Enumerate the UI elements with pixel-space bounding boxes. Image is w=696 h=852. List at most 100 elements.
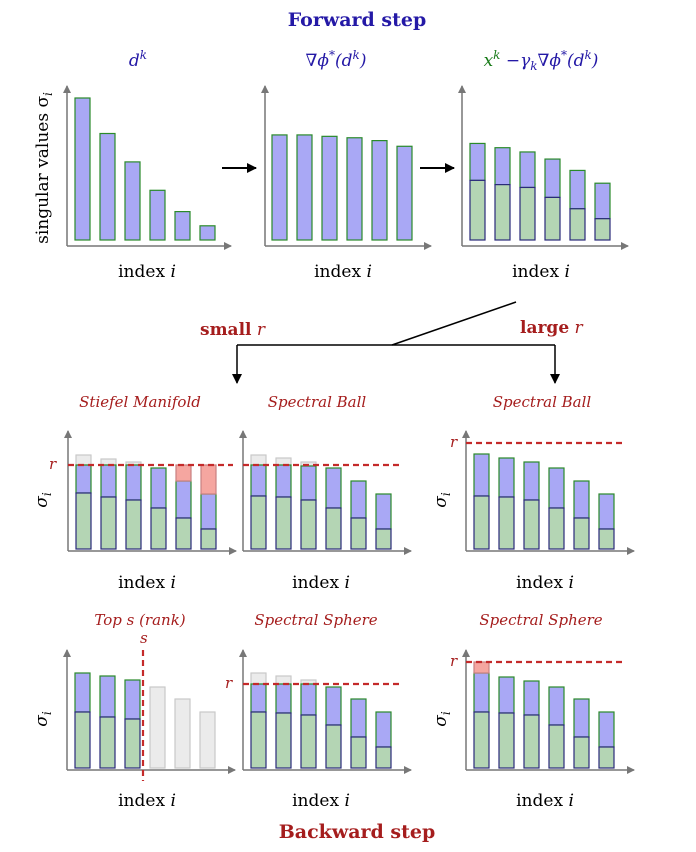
bar-dk-3 [124, 161, 141, 241]
bar-step-green-5 [569, 208, 586, 241]
chart-sphere-small-bar-green-1 [250, 711, 267, 769]
chart-ball-large-bar-blue-5 [573, 480, 590, 519]
branch-large-r: large r [520, 318, 584, 338]
bar-grad-6 [396, 145, 413, 241]
branch-small-r: small r [200, 320, 266, 340]
chart-stiefel-bar-blue-3 [125, 464, 142, 501]
chart-sphere-small-bar-green-4 [325, 724, 342, 769]
bar-grad-1 [271, 134, 288, 241]
chart-sphere-large-bar-blue-5 [573, 698, 590, 738]
bar-step-blue-2 [494, 147, 511, 186]
bar-step-green-6 [594, 218, 611, 241]
bar-step-green-2 [494, 184, 511, 241]
chart-stiefel-bar-green-1 [75, 492, 92, 550]
chart-ball-large-bar-green-6 [598, 528, 615, 550]
chart-sphere-large-ylabel: σi [431, 711, 453, 727]
chart-top-s-ylabel: σi [32, 711, 54, 727]
bar-step-blue-5 [569, 169, 586, 210]
chart-ball-small-bar-blue-6 [375, 493, 392, 530]
bar-step-blue-4 [544, 158, 561, 198]
chart-sphere-small-bar-green-2 [275, 712, 292, 769]
chart-sphere-small-bar-blue-5 [350, 698, 367, 738]
stiefel-r-label: r [49, 455, 57, 473]
chart-top-s-axes [63, 649, 236, 774]
chart-sphere-small-bar-green-6 [375, 746, 392, 769]
label-xk-step: xk −γk∇ϕ*(dk) [484, 48, 599, 73]
chart-ball-small-bar-blue-5 [350, 480, 367, 519]
chart-ball-large-bar-blue-6 [598, 493, 615, 530]
bar-step-green-3 [519, 186, 536, 241]
chart-step-axes [458, 85, 629, 250]
chart-stiefel-ylabel: σi [32, 492, 54, 508]
bar-dk-4 [149, 189, 166, 241]
chart-ball-small-axes [239, 430, 412, 555]
chart-dk-xlabel: index i [118, 262, 176, 282]
bar-dk-2 [99, 132, 116, 241]
chart-stiefel-bar-blue-1 [75, 464, 92, 494]
chart-ball-large-axes [462, 430, 635, 555]
chart-sphere-small-bar-blue-2 [275, 683, 292, 714]
chart-sphere-large-bar-red-1 [473, 661, 490, 674]
chart-sphere-large-bar-green-6 [598, 746, 615, 769]
chart-ball-small-bar-blue-1 [250, 464, 267, 497]
chart-ball-large-bar-blue-1 [473, 453, 490, 497]
bar-step-blue-1 [469, 142, 486, 181]
chart-ball-small-bar-green-3 [300, 499, 317, 550]
chart-sphere-small-bar-blue-1 [250, 683, 267, 713]
chart-stiefel-bar-green-3 [125, 499, 142, 550]
chart-stiefel-bar-green-4 [150, 507, 167, 550]
chart-ball-small-bar-blue-4 [325, 467, 342, 509]
chart-sphere-large-bar-blue-1 [473, 672, 490, 713]
label-dk: dk [129, 48, 147, 71]
chart-ball-large-bar-blue-3 [523, 461, 540, 501]
bar-grad-3 [321, 135, 338, 241]
chart-top-s-bar-gray-6 [199, 711, 216, 769]
bar-grad-4 [346, 137, 363, 241]
chart-sphere-large-bar-blue-6 [598, 711, 615, 748]
bar-step-blue-3 [519, 151, 536, 189]
backward-step-title: Backward step [279, 821, 436, 843]
chart-sphere-small-bar-blue-3 [300, 683, 317, 716]
chart-ball-small-bar-green-2 [275, 496, 292, 550]
chart-sphere-large-bar-green-4 [548, 724, 565, 769]
chart-stiefel-bar-green-2 [100, 496, 117, 550]
chart-stiefel-bar-gray-1 [75, 454, 92, 466]
chart-sphere-small-bar-green-5 [350, 736, 367, 769]
chart-top-s-bar-blue-2 [99, 675, 116, 718]
bar-dk-1 [74, 97, 91, 241]
top-s-marker-label: s [140, 629, 148, 647]
chart-stiefel-bar-green-5 [175, 517, 192, 550]
bar-step-blue-6 [594, 182, 611, 220]
chart-stiefel-bar-blue-6 [200, 493, 217, 530]
chart-top-s-bar-green-3 [124, 718, 141, 769]
chart-ball-small-bar-green-4 [325, 507, 342, 550]
chart-ball-large-bar-green-1 [473, 495, 490, 550]
label-spectral-sphere-small: Spectral Sphere [254, 611, 377, 629]
chart-top-s-bar-green-2 [99, 716, 116, 769]
bar-grad-5 [371, 140, 388, 241]
chart-stiefel-bar-blue-5 [175, 480, 192, 519]
chart-grad-xlabel: index i [314, 262, 372, 282]
chart-stiefel-axes [64, 430, 237, 555]
ball-large-r-label: r [450, 433, 458, 451]
chart-sphere-large-bar-blue-3 [523, 680, 540, 716]
chart-ball-small-bar-green-5 [350, 517, 367, 550]
chart-top-s-bar-blue-1 [74, 672, 91, 713]
chart-sphere-large-bar-blue-2 [498, 676, 515, 714]
chart-ball-small-bar-green-6 [375, 528, 392, 550]
chart-ball-small-bar-gray-1 [250, 454, 267, 466]
label-spectral-sphere-large: Spectral Sphere [479, 611, 602, 629]
chart-sphere-small-bar-blue-4 [325, 686, 342, 726]
chart-sphere-large-bar-blue-4 [548, 686, 565, 726]
chart-ball-small-bar-blue-3 [300, 465, 317, 501]
chart-ball-large-ylabel: σi [431, 492, 453, 508]
chart-stiefel-bar-blue-2 [100, 464, 117, 498]
chart-sphere-small-bar-gray-2 [275, 675, 292, 685]
chart-sphere-large-bar-green-1 [473, 711, 490, 769]
chart-ball-large-xlabel: index i [516, 573, 574, 593]
charts-layer: index i index i index i r σi index i index i r σ… [32, 85, 635, 811]
chart-top-s-bar-blue-3 [124, 679, 141, 720]
bar-step-green-1 [469, 179, 486, 241]
label-top-s-rank: Top s (rank) [94, 611, 185, 629]
